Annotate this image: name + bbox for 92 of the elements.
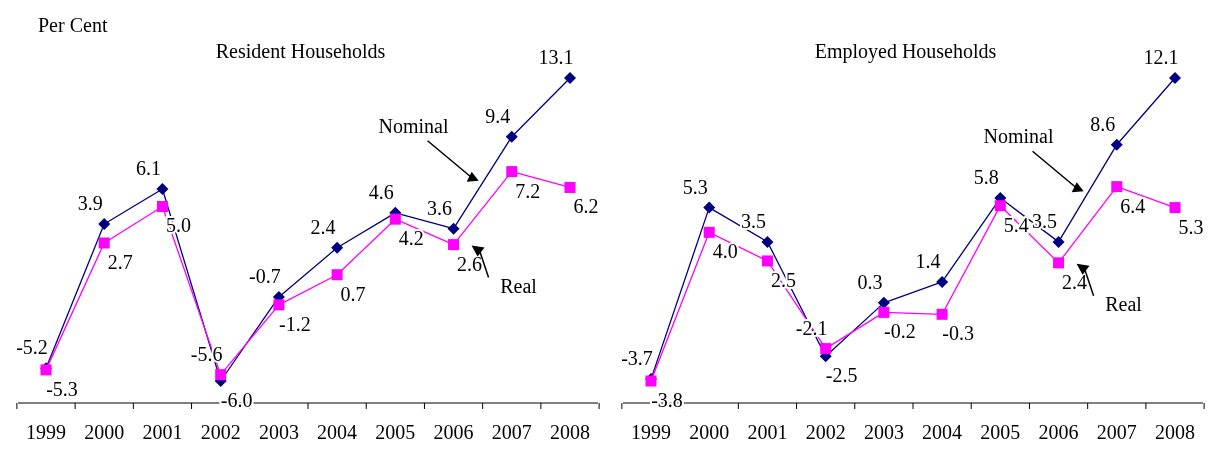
point: [1053, 257, 1065, 269]
x-tick-label: 2008: [1155, 421, 1195, 443]
data-label: 12.1: [1143, 46, 1179, 68]
x-tick-label: 2000: [689, 421, 730, 443]
point: [564, 72, 576, 84]
x-tick-label: 2003: [863, 421, 904, 443]
data-label: -3.8: [651, 389, 683, 411]
x-tick-label: 2004: [922, 421, 963, 443]
text: Nominal: [378, 114, 449, 137]
data-label: 1.4: [915, 249, 941, 272]
data-label: -2.5: [825, 364, 858, 387]
point: [761, 255, 773, 267]
data-label: 3.9: [77, 191, 103, 214]
point: [98, 237, 110, 249]
point: [1169, 72, 1181, 84]
point: [994, 200, 1006, 212]
point: [331, 241, 344, 254]
data-label: 2.6: [457, 252, 483, 275]
data-label: 4.6: [368, 180, 394, 203]
point: [1052, 235, 1065, 248]
point: [98, 217, 111, 230]
x-tick-label: 2002: [805, 421, 846, 443]
data-label: 5.3: [1178, 215, 1204, 238]
data-label: -0.2: [884, 320, 916, 343]
x-tick-label: 2008: [550, 421, 590, 443]
data-label: 5.3: [682, 175, 708, 198]
data-label: 3.6: [427, 196, 453, 219]
point: [447, 222, 460, 235]
x-tick-label: 2007: [1096, 421, 1137, 443]
point: [273, 299, 285, 311]
point: [506, 166, 518, 178]
x-tick-label: 1999: [26, 421, 66, 443]
point: [936, 275, 949, 288]
data-label: -1.2: [279, 312, 311, 335]
data-label: 6.2: [573, 195, 599, 218]
data-label: 6.4: [1120, 194, 1146, 217]
x-tick-label: 2006: [1038, 421, 1079, 443]
point: [761, 235, 774, 248]
point: [820, 343, 832, 355]
data-label: 4.0: [712, 240, 738, 263]
x-tick-label: 2005: [980, 421, 1021, 443]
point: [1111, 181, 1123, 193]
point: [505, 130, 518, 143]
data-label: -6.0: [220, 389, 253, 411]
data-label: 2.4: [310, 215, 336, 238]
point: [156, 183, 169, 196]
data-label: -0.3: [942, 322, 974, 345]
point: [156, 201, 168, 212]
data-label: -3.7: [621, 347, 653, 370]
x-tick-label: 2005: [375, 421, 416, 443]
chart-title: Employed Households: [814, 40, 997, 63]
x-tick-label: 2001: [747, 421, 788, 443]
point: [703, 226, 715, 238]
x-tick-label: 2007: [491, 421, 532, 443]
data-label: 3.5: [1032, 209, 1058, 232]
text: Nominal: [983, 125, 1054, 148]
point: [331, 269, 343, 281]
x-tick-label: 2003: [258, 421, 299, 443]
text: Real: [500, 274, 538, 297]
data-label: 2.7: [107, 250, 133, 273]
point: [878, 306, 890, 318]
x-tick-label: 2002: [200, 421, 241, 443]
point: [389, 213, 401, 225]
data-label: 4.2: [398, 227, 424, 250]
chart-title: Resident Households: [215, 40, 386, 62]
data-label: 3.5: [740, 209, 766, 232]
y-axis-title: Per Cent: [38, 14, 108, 36]
data-label: 5.8: [973, 166, 999, 189]
point: [1169, 202, 1181, 214]
data-label: 2.4: [1062, 270, 1088, 293]
x-tick-label: 1999: [631, 421, 671, 443]
data-label: 13.1: [538, 46, 574, 68]
point: [936, 308, 948, 320]
data-label: 0.3: [857, 270, 883, 293]
point: [448, 239, 460, 251]
x-tick-label: 2001: [142, 421, 183, 443]
data-label: -5.2: [16, 336, 48, 359]
x-tick-label: 2004: [317, 421, 358, 443]
data-label: -0.7: [249, 264, 281, 287]
data-label: 0.7: [340, 282, 366, 305]
point: [1110, 138, 1123, 151]
data-label: 8.6: [1090, 112, 1116, 135]
point: [564, 181, 576, 193]
x-tick-label: 2006: [433, 421, 474, 443]
data-label: 7.2: [515, 179, 541, 202]
data-label: -5.3: [46, 377, 78, 400]
data-label: 9.4: [485, 104, 511, 127]
point: [703, 201, 716, 214]
x-tick-label: 2000: [84, 421, 125, 443]
point: [215, 369, 227, 381]
text: Real: [1105, 292, 1143, 315]
data-label: 6.1: [135, 157, 161, 180]
